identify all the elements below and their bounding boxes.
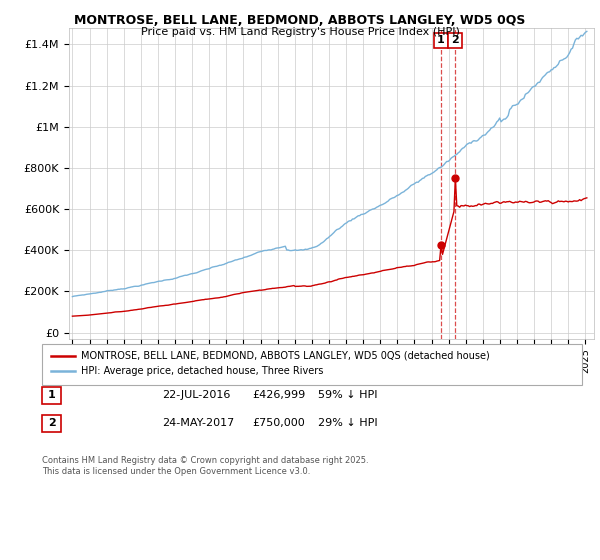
Text: 2: 2 — [48, 418, 55, 428]
Text: HPI: Average price, detached house, Three Rivers: HPI: Average price, detached house, Thre… — [81, 366, 323, 376]
Text: MONTROSE, BELL LANE, BEDMOND, ABBOTS LANGLEY, WD5 0QS (detached house): MONTROSE, BELL LANE, BEDMOND, ABBOTS LAN… — [81, 351, 490, 361]
Text: 59% ↓ HPI: 59% ↓ HPI — [318, 390, 377, 400]
Text: Contains HM Land Registry data © Crown copyright and database right 2025.
This d: Contains HM Land Registry data © Crown c… — [42, 456, 368, 476]
Text: 1: 1 — [437, 35, 445, 45]
Text: Price paid vs. HM Land Registry's House Price Index (HPI): Price paid vs. HM Land Registry's House … — [140, 27, 460, 37]
Text: MONTROSE, BELL LANE, BEDMOND, ABBOTS LANGLEY, WD5 0QS: MONTROSE, BELL LANE, BEDMOND, ABBOTS LAN… — [74, 14, 526, 27]
Text: 22-JUL-2016: 22-JUL-2016 — [162, 390, 230, 400]
Text: 2: 2 — [451, 35, 459, 45]
Text: 29% ↓ HPI: 29% ↓ HPI — [318, 418, 377, 428]
Text: £426,999: £426,999 — [252, 390, 305, 400]
Text: 24-MAY-2017: 24-MAY-2017 — [162, 418, 234, 428]
Text: £750,000: £750,000 — [252, 418, 305, 428]
Text: 1: 1 — [48, 390, 55, 400]
